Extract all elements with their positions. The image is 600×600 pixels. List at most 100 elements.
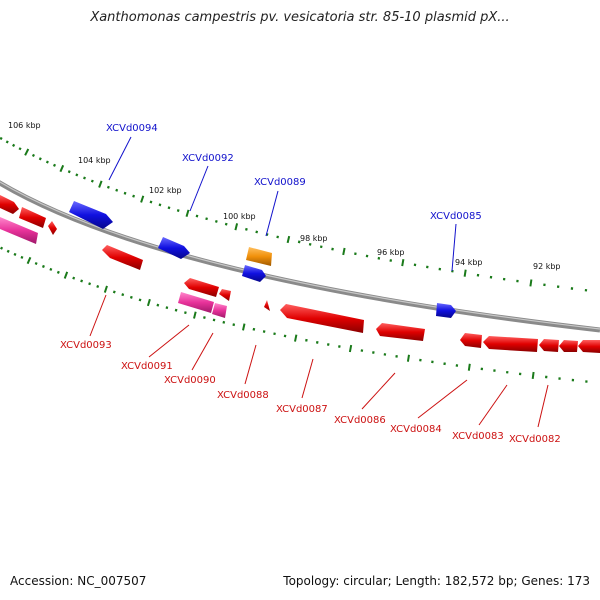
gene-xcvd0090[interactable]	[178, 292, 214, 313]
gene-xcvd0087[interactable]	[280, 304, 364, 333]
label-xcvd0087[interactable]: XCVd0087	[276, 404, 328, 415]
accession-text: Accession: NC_007507	[10, 574, 147, 588]
gene-xcvd0089-orange[interactable]	[246, 247, 272, 266]
leader-xcvd0085	[451, 223, 457, 272]
inner-ring-minor-tick	[283, 334, 287, 338]
leader-xcvd0086	[361, 372, 396, 410]
gene-xcvd0093[interactable]	[102, 245, 143, 270]
outer-tick-ring	[0, 136, 588, 292]
inner-ring-minor-tick	[96, 285, 100, 288]
leader-xcvd0088	[244, 344, 257, 385]
leader-xcvd0094	[108, 136, 132, 181]
gene-xcvd0091-small[interactable]	[219, 289, 231, 301]
tick-label-96kbp: 96 kbp	[377, 248, 405, 257]
label-xcvd0083[interactable]: XCVd0083	[452, 431, 504, 442]
gene-xcvd0092[interactable]	[158, 237, 190, 259]
outer-ring-minor-tick	[331, 247, 334, 251]
inner-ring-minor-tick	[252, 327, 256, 331]
inner-ring-minor-tick	[232, 323, 236, 327]
gene-xcvd0082-b[interactable]	[559, 340, 578, 352]
tick-label-102kbp: 102 kbp	[149, 186, 182, 195]
inner-ring-minor-tick	[315, 340, 319, 344]
leader-xcvd0082	[537, 384, 549, 428]
tick-label-98kbp: 98 kbp	[300, 234, 328, 243]
outer-ring-minor-tick	[31, 153, 35, 158]
inner-ring-major-tick	[242, 323, 246, 331]
gene-xcvd0090-small[interactable]	[212, 303, 227, 318]
forward-label-leaders	[108, 136, 457, 272]
inner-ring-major-tick	[531, 371, 535, 380]
outer-ring-major-tick	[286, 235, 291, 244]
gene-xcvd0091[interactable]	[184, 278, 219, 297]
outer-ring-minor-tick	[365, 254, 369, 258]
inner-ring-major-tick	[348, 344, 353, 353]
label-xcvd0089[interactable]: XCVd0089	[254, 177, 306, 188]
inner-ring-major-tick	[193, 311, 197, 319]
outer-ring-major-tick	[529, 279, 533, 287]
outer-ring-minor-tick	[224, 222, 228, 226]
label-xcvd0086[interactable]: XCVd0086	[334, 415, 386, 426]
leader-xcvd0093	[89, 294, 107, 337]
gene-left-pink[interactable]	[0, 217, 38, 244]
outer-ring-minor-tick	[149, 200, 153, 204]
inner-ring-minor-tick	[372, 351, 375, 354]
gene-xcvd0082-a[interactable]	[539, 339, 559, 352]
inner-ring-minor-tick	[326, 343, 330, 346]
outer-ring-minor-tick	[158, 203, 162, 207]
outer-ring-minor-tick	[83, 176, 86, 180]
topology-summary-text: Topology: circular; Length: 182,572 bp; …	[283, 574, 590, 588]
gene-xcvd0084[interactable]	[460, 333, 482, 348]
gene-xcvd0089-blue[interactable]	[242, 265, 266, 282]
gene-xcvd0082-c[interactable]	[578, 340, 600, 353]
gene-xcvd0085[interactable]	[436, 303, 456, 318]
outer-ring-minor-tick	[5, 140, 9, 144]
inner-ring-minor-tick	[20, 255, 24, 259]
inner-ring-minor-tick	[49, 267, 53, 271]
label-xcvd0088[interactable]: XCVd0088	[217, 390, 269, 401]
gene-xcvd0086[interactable]	[376, 323, 425, 341]
label-xcvd0090[interactable]: XCVd0090	[164, 375, 216, 386]
gene-left-edge-2[interactable]	[19, 207, 46, 228]
reverse-strand-genes	[0, 195, 600, 353]
outer-ring-minor-tick	[115, 188, 119, 192]
leader-xcvd0083	[478, 384, 508, 426]
inner-ring-minor-tick	[80, 279, 84, 283]
gene-left-edge-1[interactable]	[0, 195, 19, 214]
outer-ring-minor-tick	[297, 240, 301, 244]
outer-ring-minor-tick	[389, 259, 393, 262]
outer-ring-minor-tick	[52, 163, 57, 167]
outer-ring-major-tick	[59, 164, 65, 173]
leader-xcvd0091	[148, 324, 190, 358]
inner-ring-minor-tick	[174, 308, 178, 312]
tick-label-94kbp: 94 kbp	[455, 258, 483, 267]
label-xcvd0092[interactable]: XCVd0092	[182, 153, 234, 164]
leader-xcvd0092	[189, 165, 209, 212]
outer-ring-minor-tick	[0, 136, 3, 141]
outer-ring-major-tick	[98, 180, 103, 188]
tick-label-92kbp: 92 kbp	[533, 262, 561, 271]
label-xcvd0084[interactable]: XCVd0084	[390, 424, 442, 435]
outer-ring-minor-tick	[245, 227, 248, 231]
gene-xcvd0088[interactable]	[264, 300, 270, 311]
label-xcvd0091[interactable]: XCVd0091	[121, 361, 173, 372]
outer-ring-minor-tick	[18, 147, 22, 151]
inner-ring-minor-tick	[34, 261, 38, 266]
leader-xcvd0087	[301, 358, 314, 399]
gene-left-edge-3[interactable]	[48, 221, 57, 235]
plasmid-backbone-highlight	[0, 181, 600, 330]
label-xcvd0094[interactable]: XCVd0094	[106, 123, 158, 134]
gene-xcvd0083[interactable]	[483, 336, 538, 352]
outer-ring-minor-tick	[106, 185, 110, 189]
label-xcvd0093[interactable]: XCVd0093	[60, 340, 112, 351]
outer-ring-major-tick	[185, 209, 190, 217]
forward-strand-genes	[69, 201, 456, 318]
outer-ring-minor-tick	[377, 256, 381, 260]
outer-ring-minor-tick	[167, 206, 171, 210]
inner-ring-minor-tick	[129, 295, 133, 299]
gene-xcvd0094[interactable]	[69, 201, 113, 229]
label-xcvd0085[interactable]: XCVd0085	[430, 211, 482, 222]
label-xcvd0082[interactable]: XCVd0082	[509, 434, 561, 445]
outer-ring-minor-tick	[176, 209, 180, 212]
inner-ring-major-tick	[103, 285, 108, 293]
